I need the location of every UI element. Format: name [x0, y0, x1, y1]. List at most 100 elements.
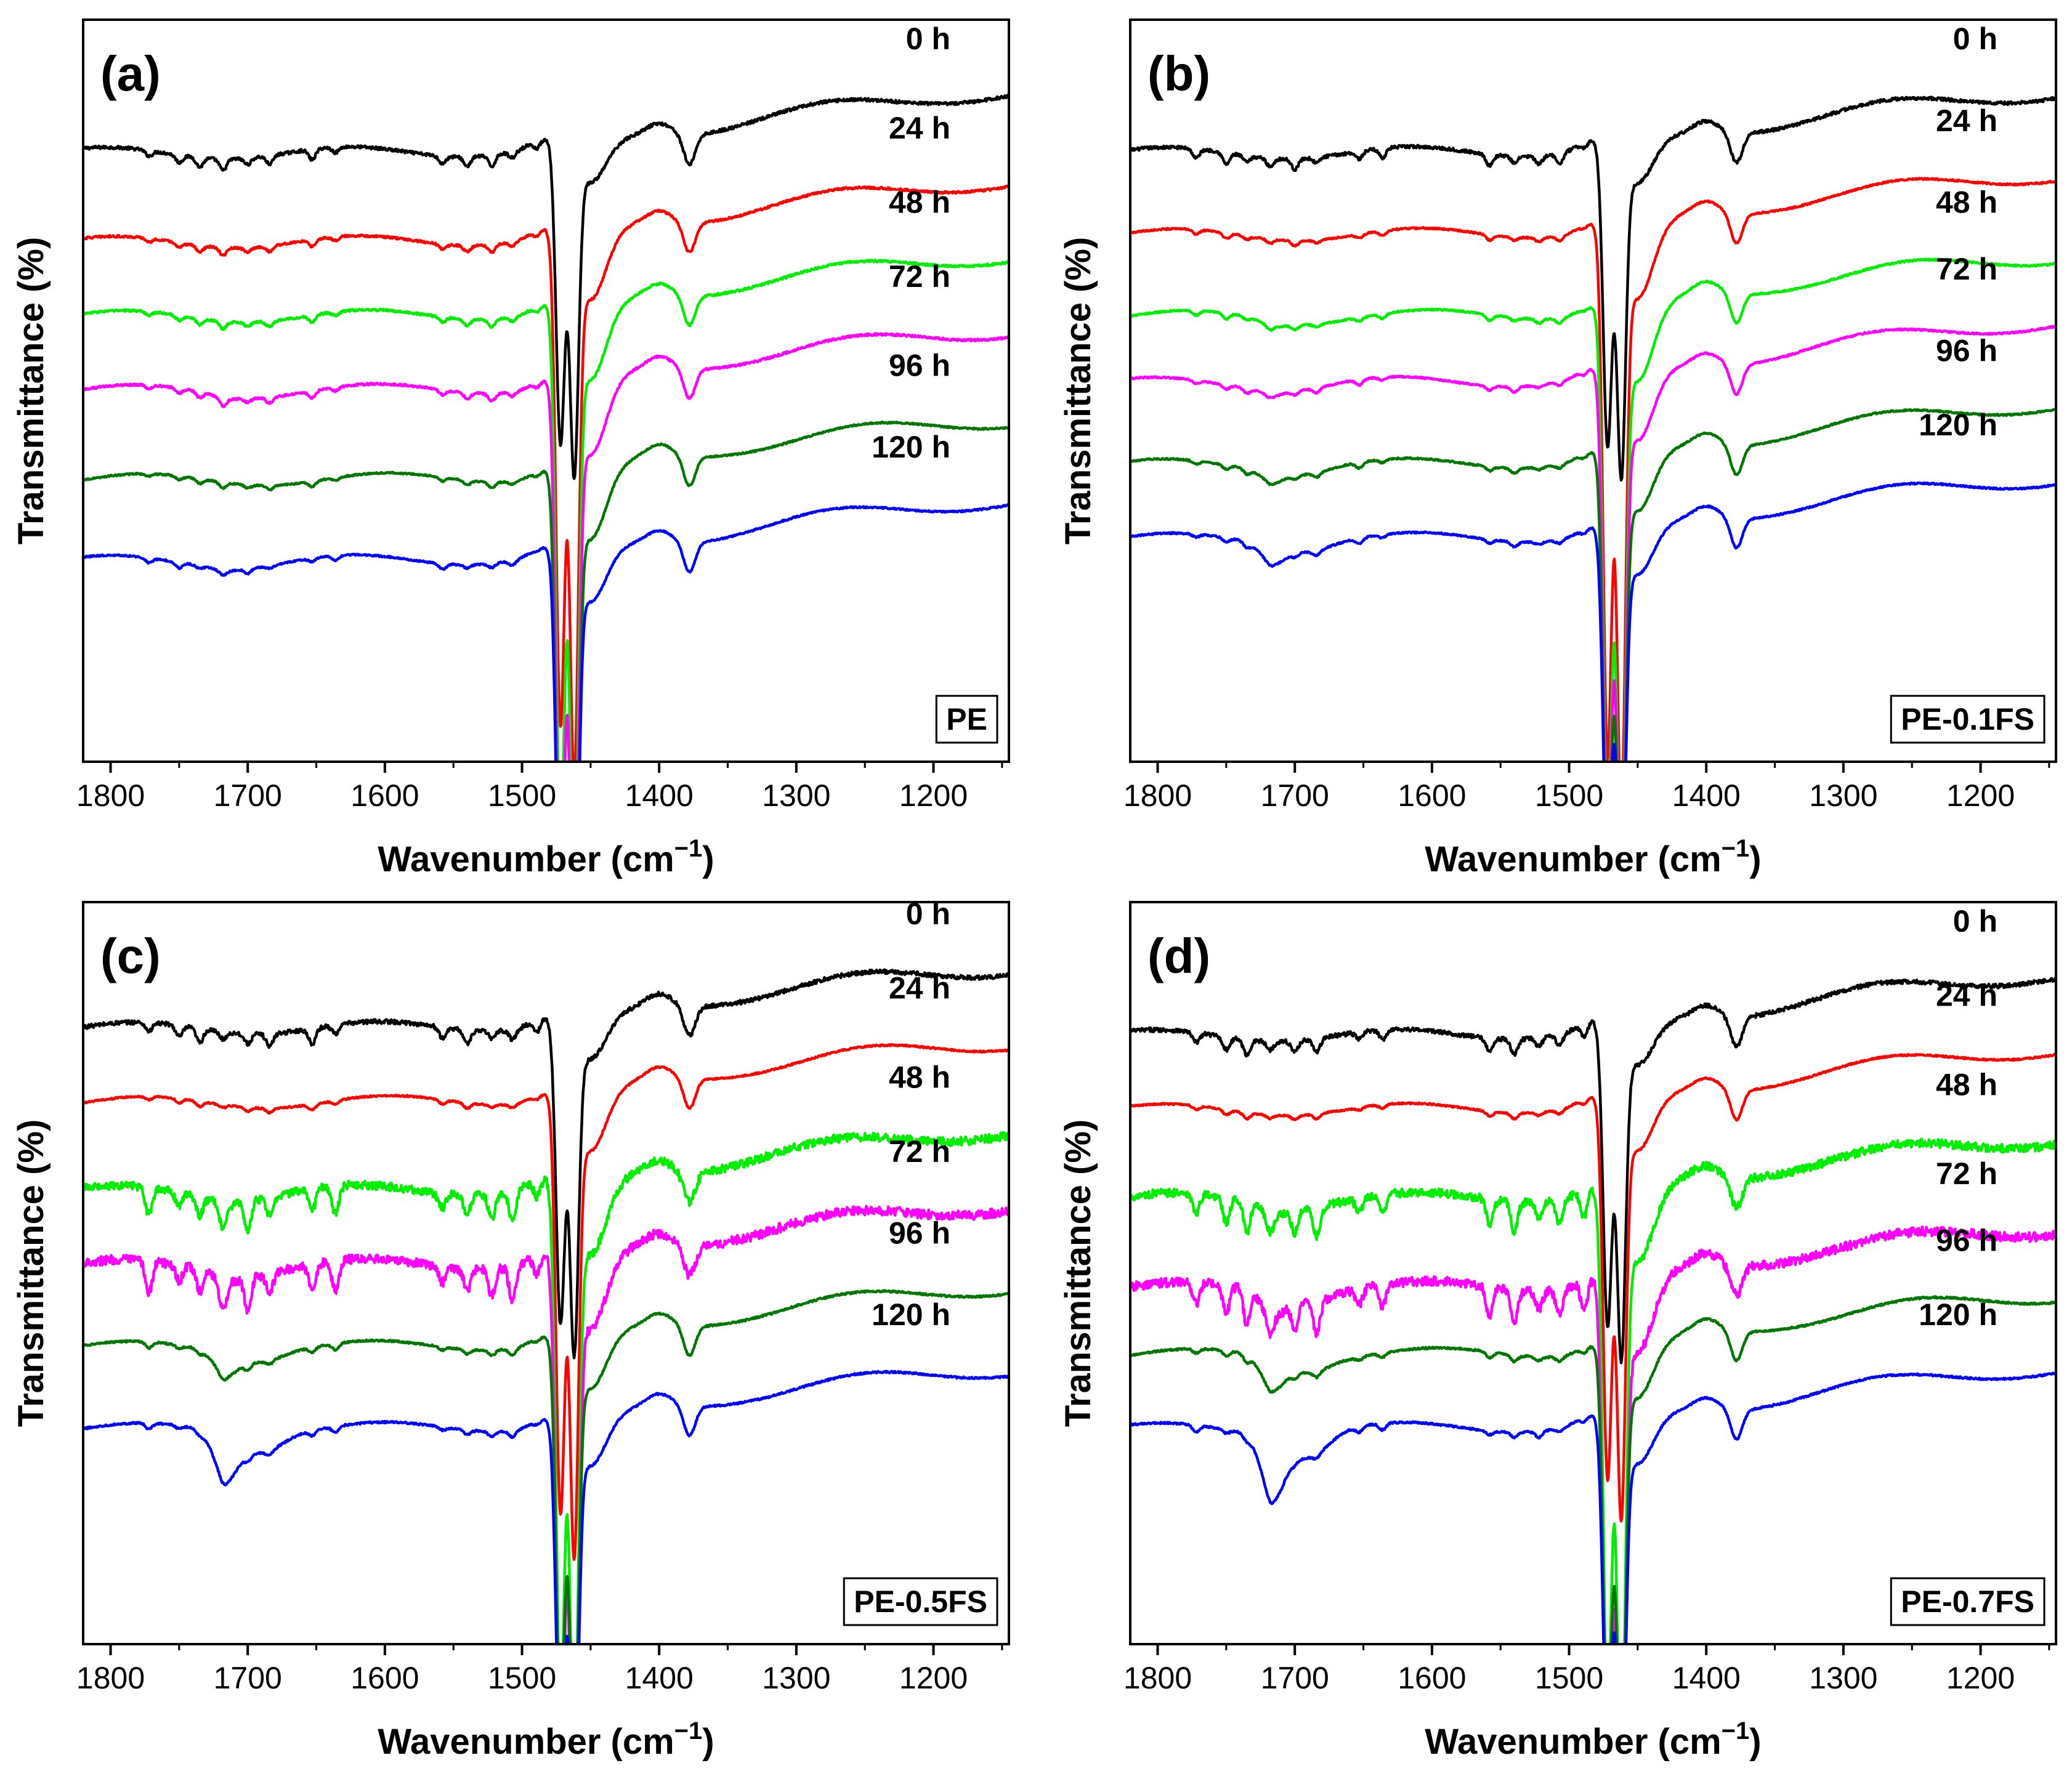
- series-label: 48 h: [889, 1060, 950, 1094]
- series-line-120h: [83, 503, 1009, 762]
- x-tick-label: 1400: [625, 1661, 694, 1695]
- series-label: 96 h: [1936, 1223, 1997, 1257]
- panel-label: (d): [1147, 929, 1210, 983]
- axes-frame: [82, 18, 1010, 763]
- sample-label-box: PE-0.5FS: [843, 1577, 998, 1626]
- x-tick-label: 1300: [1809, 1661, 1877, 1695]
- axes-frame: [1129, 901, 2057, 1645]
- series-label: 120 h: [1919, 408, 1997, 442]
- series-label: 24 h: [1936, 978, 1997, 1013]
- series-label: 96 h: [1936, 333, 1997, 368]
- x-axis-title: Wavenumber (cm−1): [1425, 835, 1761, 879]
- series-label: 24 h: [1936, 103, 1997, 138]
- series-label: 120 h: [872, 430, 950, 464]
- x-tick-label: 1700: [214, 778, 282, 813]
- x-tick-label: 1700: [1261, 778, 1329, 813]
- panel-label: (b): [1147, 46, 1210, 101]
- series-label: 72 h: [889, 1134, 950, 1169]
- series-line-120h: [1130, 1371, 2056, 1644]
- panel-label: (c): [100, 929, 161, 983]
- series-label: 24 h: [889, 971, 950, 1006]
- series-line-72h: [83, 1204, 1009, 1644]
- series-line-0h: [1130, 976, 2056, 1365]
- x-tick-label: 1500: [1535, 1661, 1603, 1695]
- x-tick-label: 1600: [350, 778, 419, 813]
- sample-label-box: PE-0.7FS: [1890, 1577, 2046, 1626]
- series-line-96h: [83, 421, 1009, 762]
- x-tick-label: 1200: [899, 778, 968, 813]
- sample-label: PE-0.7FS: [1901, 1584, 2034, 1619]
- x-tick-label: 1800: [1123, 1661, 1192, 1695]
- series-line-120h: [1130, 481, 2056, 762]
- series-label: 72 h: [1936, 1156, 1997, 1191]
- sample-label-box: PE: [935, 695, 998, 744]
- y-axis-title: Transmittance (%): [1058, 1119, 1098, 1427]
- series-label: 48 h: [1936, 1067, 1997, 1102]
- series-line-0h: [1130, 95, 2056, 482]
- series-line-0h: [83, 94, 1009, 480]
- sample-label: PE-0.5FS: [854, 1584, 987, 1619]
- series-line-72h: [1130, 325, 2056, 762]
- x-tick-label: 1300: [762, 778, 830, 813]
- x-tick-label: 1200: [1946, 778, 2015, 813]
- series-label: 96 h: [889, 348, 950, 382]
- panel-a: 0 h 24 h 48 h 72 h 96 h 120 h 1800 1700 1600 1500…: [11, 18, 1010, 879]
- series-label: 120 h: [872, 1297, 950, 1332]
- sample-box-frame: [935, 695, 998, 744]
- series-line-120h: [83, 1369, 1009, 1644]
- sample-label-box: PE-0.1FS: [1890, 695, 2046, 744]
- series-label: 48 h: [889, 185, 950, 219]
- axes-frame: [1129, 18, 2057, 763]
- x-tick-label: 1600: [1398, 1661, 1466, 1695]
- series-line-0h: [83, 968, 1009, 1360]
- series-line-48h: [1130, 1137, 2056, 1644]
- series-line-48h: [1130, 257, 2056, 762]
- series-line-96h: [83, 1289, 1009, 1644]
- x-tick-label: 1800: [76, 1661, 145, 1695]
- x-tick-label: 1400: [1672, 778, 1741, 813]
- series-line-24h: [83, 184, 1009, 762]
- x-axis-title: Wavenumber (cm−1): [378, 835, 714, 879]
- x-tick-label: 1800: [76, 778, 145, 813]
- x-tick-label: 1400: [1672, 1661, 1741, 1695]
- series-label: 0 h: [1953, 22, 1997, 56]
- panel-b: 0 h 24 h 48 h 72 h 96 h 120 h 1800 1700 1600 1500…: [1058, 18, 2057, 879]
- axes-frame: [82, 901, 1010, 1645]
- series-label: 0 h: [1953, 904, 1997, 938]
- series-line-24h: [1130, 1052, 2056, 1523]
- series-line-48h: [83, 259, 1009, 762]
- sample-box-frame: [1890, 1577, 2046, 1626]
- x-tick-label: 1700: [1261, 1661, 1329, 1695]
- series-label: 24 h: [889, 111, 950, 145]
- y-axis-title: Transmittance (%): [11, 1119, 51, 1427]
- sample-box-frame: [843, 1577, 998, 1626]
- x-tick-label: 1600: [1398, 778, 1466, 813]
- series-label: 96 h: [889, 1216, 950, 1250]
- x-tick-label: 1500: [488, 1661, 556, 1695]
- panel-d: 0 h 24 h 48 h 72 h 96 h 120 h 1800 1700 1600 1500…: [1058, 901, 2057, 1762]
- x-tick-label: 1300: [1809, 778, 1877, 813]
- x-tick-label: 1300: [762, 1661, 830, 1695]
- x-tick-label: 1200: [899, 1661, 968, 1695]
- series-label: 0 h: [906, 22, 950, 56]
- x-tick-label: 1800: [1123, 778, 1192, 813]
- y-axis-title: Transmittance (%): [1058, 237, 1098, 545]
- x-tick-label: 1400: [625, 778, 694, 813]
- x-axis-title: Wavenumber (cm−1): [1425, 1717, 1761, 1762]
- x-axis-title: Wavenumber (cm−1): [378, 1717, 714, 1762]
- x-tick-label: 1500: [1535, 778, 1603, 813]
- series-line-24h: [83, 1043, 1009, 1561]
- series-line-72h: [1130, 1225, 2056, 1644]
- series-label: 120 h: [1919, 1297, 1997, 1332]
- sample-label: PE: [946, 702, 987, 736]
- x-tick-label: 1600: [350, 1661, 419, 1695]
- panel-label: (a): [100, 46, 161, 101]
- series-label: 72 h: [889, 259, 950, 294]
- series-label: 72 h: [1936, 252, 1997, 286]
- sample-label: PE-0.1FS: [1901, 702, 2034, 736]
- x-tick-label: 1500: [488, 778, 556, 813]
- series-line-96h: [1130, 408, 2056, 762]
- y-axis-title: Transmittance (%): [11, 237, 51, 545]
